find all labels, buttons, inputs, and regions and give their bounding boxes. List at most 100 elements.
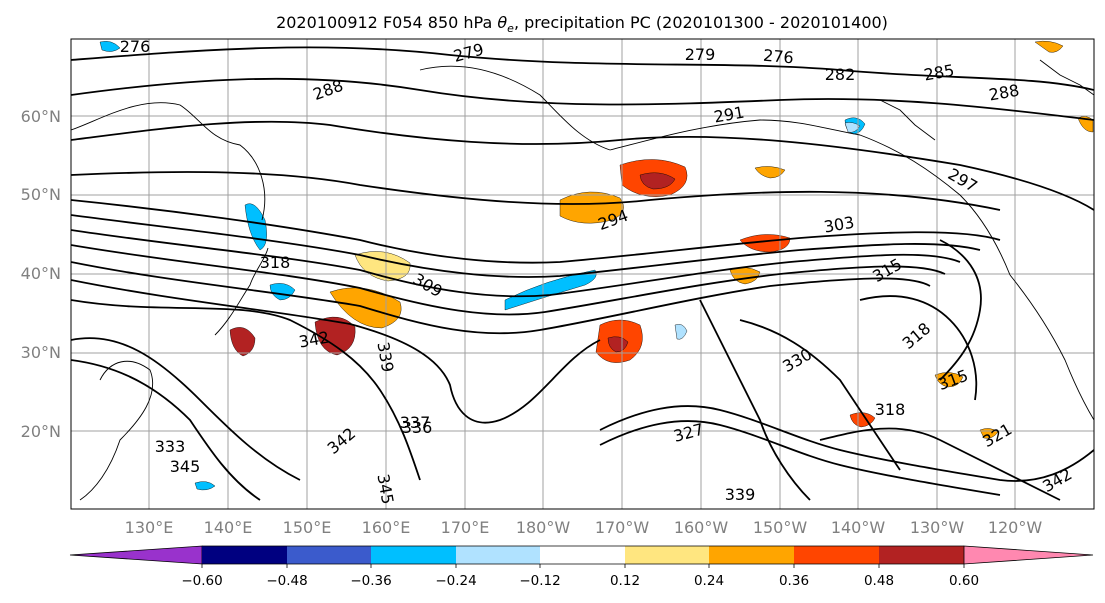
coastline-segment: [1009, 274, 1094, 421]
lon-label-120w: 120°W: [988, 518, 1043, 537]
colorbar-tick-label: 0.24: [694, 573, 724, 589]
coastline-segment: [79, 360, 154, 501]
colorbar-tick-label: −0.48: [266, 573, 307, 589]
precip-anomaly-patch: [229, 327, 256, 357]
coastline-segment: [1039, 59, 1094, 96]
theta-e-contour-line: [71, 46, 1094, 91]
longitude-labels: 130°E 140°E 150°E 160°E 170°E 180°W 170°…: [125, 518, 1043, 537]
contour-label: 282: [825, 65, 856, 84]
precip-anomaly-patch: [607, 336, 629, 353]
colorbar-tick-label: 0.36: [779, 573, 809, 589]
lon-label-170w: 170°W: [595, 518, 650, 537]
precip-anomaly-patch: [99, 41, 121, 52]
contour-label: 276: [762, 46, 794, 68]
theta-e-contour-line: [71, 337, 301, 481]
theta-e-contour-line: [699, 299, 811, 501]
theta-e-contour-line: [71, 229, 961, 298]
theta-e-contour-line: [71, 261, 931, 335]
lon-label-140e: 140°E: [204, 518, 253, 537]
theta-e-contour-line: [599, 405, 1094, 482]
lon-label-150w: 150°W: [753, 518, 808, 537]
colorbar-segment: [202, 546, 287, 564]
theta-e-contours: [71, 46, 1094, 501]
coastline-segment: [859, 134, 1011, 276]
lon-label-160e: 160°E: [362, 518, 411, 537]
lat-label-60n: 60°N: [21, 107, 61, 126]
lon-label-170e: 170°E: [441, 518, 490, 537]
precip-anomaly-patch: [559, 191, 624, 224]
precip-anomaly-patch: [674, 324, 688, 340]
theta-e-contour-line: [859, 295, 978, 401]
precip-anomaly-patch: [934, 372, 964, 388]
coastline-segment: [879, 99, 936, 141]
contour-label: 318: [260, 253, 291, 272]
contour-label: 276: [120, 37, 151, 56]
precip-anomaly-patch: [504, 269, 597, 311]
theta-e-contour-line: [819, 427, 1061, 501]
coastline-segment: [419, 65, 611, 151]
map-frame: [70, 38, 1095, 510]
colorbar: −0.60 −0.48 −0.36 −0.24 −0.12 0.12 0.24 0.36 0.4…: [69, 545, 1094, 589]
theta-e-contour-line: [71, 120, 1094, 211]
colorbar-segment: [625, 546, 709, 564]
theta-e-contour-line: [71, 171, 1001, 211]
contour-label: 318: [875, 400, 906, 419]
coastline-segment: [214, 247, 269, 336]
theta-e-contour-line: [599, 420, 1001, 496]
lon-label-130w: 130°W: [910, 518, 965, 537]
lon-label-150e: 150°E: [283, 518, 332, 537]
precip-anomaly-patch: [844, 122, 861, 133]
precip-anomaly-patch: [754, 166, 786, 179]
precip-anomaly-patch: [314, 316, 356, 356]
contour-label: 345: [170, 457, 201, 476]
colorbar-segment: [456, 546, 540, 564]
coastline-segment: [609, 119, 861, 151]
colorbar-tick-label: 0.60: [949, 573, 979, 589]
theta-e-contour-line: [939, 239, 982, 381]
contour-label: 279: [685, 45, 716, 64]
colorbar-extend-max: [963, 545, 1094, 565]
lon-label-130e: 130°E: [125, 518, 174, 537]
precip-anomaly-patch: [639, 172, 676, 190]
colorbar-extend-min: [69, 545, 203, 565]
colorbar-segment: [540, 546, 625, 564]
contour-label: 336: [402, 418, 433, 437]
theta-e-contour-line: [71, 279, 601, 424]
theta-e-contour-line: [739, 319, 901, 471]
colorbar-segment: [709, 546, 794, 564]
contour-label: 337: [400, 413, 431, 432]
colorbar-tick-label: −0.12: [519, 573, 560, 589]
colorbar-tick-label: −0.60: [181, 573, 222, 589]
theta-e-contour-line: [71, 199, 1001, 264]
lon-label-160w: 160°W: [674, 518, 729, 537]
colorbar-tick-label: 0.12: [610, 573, 640, 589]
colorbar-segment: [287, 546, 371, 564]
theta-e-contour-line: [71, 77, 1094, 121]
lon-label-140w: 140°W: [831, 518, 886, 537]
lat-label-20n: 20°N: [21, 422, 61, 441]
colorbar-tick-label: 0.48: [864, 573, 894, 589]
theta-e-contour-line: [71, 214, 981, 278]
theta-e-contour-line: [71, 299, 421, 481]
colorbar-tick-label: −0.24: [435, 573, 476, 589]
colorbar-segment: [371, 546, 456, 564]
lat-label-50n: 50°N: [21, 185, 61, 204]
theta-e-contour-line: [71, 244, 946, 316]
colorbar-tick-label: −0.36: [350, 573, 391, 589]
lat-label-30n: 30°N: [21, 343, 61, 362]
contour-label: 339: [725, 485, 756, 504]
graticule: [71, 39, 1094, 509]
precip-anomaly-patch: [739, 234, 791, 253]
lat-label-40n: 40°N: [21, 264, 61, 283]
colorbar-segment: [794, 546, 879, 564]
colorbar-segment: [879, 546, 964, 564]
contour-label: 333: [155, 437, 186, 456]
figure-title: 2020100912 F054 850 hPa θe, precipitatio…: [276, 13, 888, 35]
theta-e-contour-line: [71, 359, 261, 501]
precip-anomaly-patch: [1034, 40, 1064, 53]
precip-anomaly-patch: [194, 481, 216, 491]
latitude-labels: 60°N 50°N 40°N 30°N 20°N: [21, 107, 61, 441]
lon-label-180w: 180°W: [516, 518, 571, 537]
